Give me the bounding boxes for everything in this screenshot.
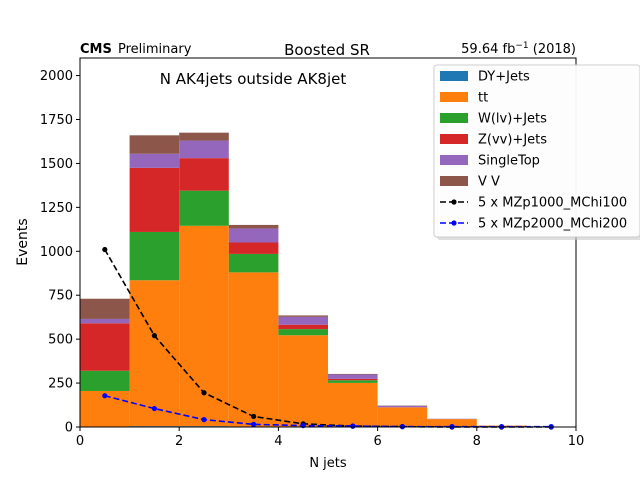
bar-w-lv-jets-bin-5 — [328, 380, 378, 383]
bar-v-v-bin-0 — [80, 298, 130, 319]
y-tick-label-2000: 2000 — [40, 69, 73, 84]
lumi-exponent: −1 — [515, 41, 528, 51]
legend-entry-8-marker — [451, 220, 457, 226]
legend-entry-5-label: SingleTop — [478, 154, 540, 169]
bar-v-v-bin-4 — [278, 315, 328, 317]
bar-singletop-bin-5 — [328, 374, 378, 379]
legend-entry-2-swatch — [440, 92, 468, 102]
y-tick-label-250: 250 — [48, 377, 73, 392]
y-axis-ticks: 0 250 500 750 1000 1250 1500 1750 2000 — [40, 69, 80, 436]
plot-annotation: N AK4jets outside AK8jet — [160, 70, 347, 88]
signal-line-2 — [104, 394, 552, 428]
legend-entry-8-label: 5 x MZp2000_MChi200 — [478, 217, 627, 232]
bar-singletop-bin-1 — [129, 153, 180, 168]
legend-entry-6-swatch — [440, 176, 468, 186]
bar-tt-bin-6 — [377, 407, 428, 427]
cms-label: CMS — [80, 42, 112, 57]
legend-entry-1-label: DY+Jets — [478, 70, 530, 85]
legend-entry-5-swatch — [440, 155, 468, 165]
legend-entry-2-label: tt — [478, 91, 488, 106]
x-tick-label-8: 8 — [473, 434, 481, 449]
y-tick-label-1250: 1250 — [40, 201, 73, 216]
bar-tt-bin-3 — [228, 272, 279, 427]
x-axis-ticks: 0 2 4 6 8 10 — [76, 427, 584, 449]
signal-line-1-point-3 — [251, 413, 257, 420]
bar-z-vv-jets-bin-3 — [228, 242, 279, 254]
legend-entry-7-label: 5 x MZp1000_MChi100 — [478, 196, 627, 211]
signal-line-2-point-0 — [102, 393, 108, 399]
legend-entry-3-swatch — [440, 113, 468, 123]
legend-entry-6-label: V V — [478, 175, 500, 190]
x-axis-label: N jets — [309, 456, 347, 471]
legend-entry-1-swatch — [440, 71, 468, 81]
signal-line-2-point-3 — [251, 421, 257, 427]
legend-entry-7-marker — [451, 199, 457, 205]
axes-frame — [79, 57, 577, 428]
y-axis-label: Events — [15, 218, 31, 265]
bar-singletop-bin-4 — [278, 316, 328, 325]
chart-title: Boosted SR — [284, 41, 370, 59]
legend-box — [433, 64, 640, 238]
y-tick-label-0: 0 — [65, 421, 73, 436]
signal-line-2-point-5 — [350, 423, 356, 429]
bar-w-lv-jets-bin-3 — [228, 253, 279, 273]
legend-entry-4-label: Z(vv)+Jets — [478, 133, 547, 148]
bar-w-lv-jets-bin-1 — [129, 231, 180, 281]
x-tick-label-10: 10 — [568, 434, 585, 449]
luminosity-label: 59.64 fb−1 (2018) — [461, 41, 576, 57]
signal-line-1-point-2 — [201, 390, 207, 396]
legend: DY+Jets tt W(lv)+Jets Z(vv)+Jets SingleTop V … — [433, 64, 640, 240]
y-tick-label-1000: 1000 — [40, 245, 73, 260]
bar-w-lv-jets-bin-0 — [80, 370, 130, 391]
lumi-value: 59.64 fb — [461, 42, 515, 57]
bar-singletop-bin-0 — [80, 318, 130, 324]
y-tick-label-1750: 1750 — [40, 113, 73, 128]
bar-z-vv-jets-bin-0 — [80, 323, 130, 371]
bar-v-v-bin-2 — [179, 132, 229, 141]
stacked-bars — [80, 132, 576, 427]
signal-line-2-point-1 — [151, 405, 157, 412]
bar-v-v-bin-5 — [328, 373, 378, 375]
bar-tt-bin-5 — [328, 382, 378, 427]
legend-entry-3-label: W(lv)+Jets — [478, 112, 547, 127]
bar-singletop-bin-2 — [179, 140, 229, 159]
bar-z-vv-jets-bin-4 — [278, 324, 328, 330]
lumi-year: (2018) — [533, 42, 576, 57]
bar-w-lv-jets-bin-2 — [179, 190, 229, 226]
preliminary-label: Preliminary — [118, 42, 192, 57]
signal-line-1-point-0 — [102, 246, 108, 253]
signal-line-2-point-2 — [201, 417, 207, 423]
x-tick-label-0: 0 — [76, 434, 84, 449]
bar-v-v-bin-3 — [228, 224, 279, 229]
bar-tt-bin-1 — [129, 280, 180, 427]
bar-w-lv-jets-bin-4 — [278, 329, 328, 336]
bar-v-v-bin-1 — [129, 135, 180, 154]
bar-tt-bin-7 — [427, 419, 477, 427]
x-tick-label-4: 4 — [274, 434, 282, 449]
y-tick-label-750: 750 — [48, 289, 73, 304]
bar-singletop-bin-6 — [377, 405, 428, 408]
x-tick-label-6: 6 — [373, 434, 381, 449]
bar-singletop-bin-3 — [228, 228, 279, 243]
legend-entry-4-swatch — [440, 134, 468, 144]
bar-z-vv-jets-bin-1 — [129, 167, 180, 232]
bar-tt-bin-4 — [278, 335, 328, 427]
bar-z-vv-jets-bin-5 — [328, 378, 378, 381]
legend-items: DY+Jets tt W(lv)+Jets Z(vv)+Jets SingleTop V … — [440, 70, 627, 232]
signal-line-1-point-1 — [151, 333, 157, 339]
y-tick-label-500: 500 — [48, 333, 73, 348]
x-tick-label-2: 2 — [175, 434, 183, 449]
bar-z-vv-jets-bin-2 — [179, 158, 229, 191]
bar-tt-bin-2 — [179, 225, 229, 427]
y-tick-label-1500: 1500 — [40, 157, 73, 172]
